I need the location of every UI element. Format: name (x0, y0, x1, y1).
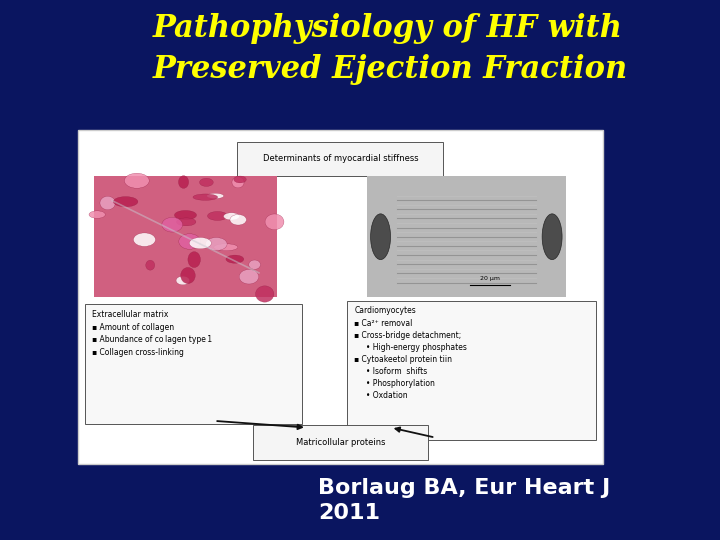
Ellipse shape (176, 218, 196, 226)
Ellipse shape (176, 276, 190, 285)
Ellipse shape (207, 193, 224, 199)
Ellipse shape (230, 214, 246, 225)
Ellipse shape (199, 178, 213, 186)
FancyBboxPatch shape (253, 425, 428, 461)
Text: Cardiomyocytes
▪ Ca²⁺ removal
▪ Cross-bridge detachmen​t;
     • High-energy pho: Cardiomyocytes ▪ Ca²⁺ removal ▪ Cross-br… (354, 306, 467, 401)
Ellipse shape (193, 194, 217, 200)
Ellipse shape (188, 252, 200, 268)
Ellipse shape (232, 177, 244, 188)
FancyBboxPatch shape (85, 305, 302, 423)
Ellipse shape (89, 211, 105, 218)
Ellipse shape (113, 197, 138, 207)
Ellipse shape (205, 238, 227, 251)
Ellipse shape (189, 238, 212, 249)
FancyBboxPatch shape (237, 142, 444, 176)
Ellipse shape (256, 286, 274, 302)
Ellipse shape (100, 196, 115, 210)
Ellipse shape (133, 233, 156, 246)
Text: Extracellular matrix
▪ Amount of collagen
▪ Abundance of co lagen type 1
▪ Colla: Extracellular matrix ▪ Amount of collage… (91, 310, 212, 357)
Ellipse shape (542, 214, 562, 260)
Ellipse shape (234, 176, 246, 183)
Ellipse shape (248, 260, 261, 269)
Text: Borlaug BA, Eur Heart J
2011: Borlaug BA, Eur Heart J 2011 (318, 478, 611, 523)
Ellipse shape (265, 214, 284, 230)
Ellipse shape (371, 214, 390, 260)
Ellipse shape (207, 212, 228, 220)
Ellipse shape (125, 173, 149, 188)
Ellipse shape (179, 234, 200, 249)
Ellipse shape (223, 213, 240, 220)
Text: Pathophysiology of HF with
Preserved Ejection Fraction: Pathophysiology of HF with Preserved Eje… (153, 14, 628, 85)
FancyBboxPatch shape (366, 177, 566, 297)
Ellipse shape (162, 217, 183, 232)
FancyBboxPatch shape (94, 177, 277, 297)
Ellipse shape (174, 211, 197, 220)
Text: Matricollular proteins: Matricollular proteins (296, 438, 385, 447)
Ellipse shape (179, 176, 189, 188)
FancyBboxPatch shape (348, 301, 595, 440)
Ellipse shape (145, 260, 155, 270)
Ellipse shape (181, 267, 195, 284)
Ellipse shape (226, 255, 244, 263)
FancyBboxPatch shape (78, 130, 603, 464)
Text: Determinants of myocardial stiffness: Determinants of myocardial stiffness (263, 154, 418, 164)
Ellipse shape (214, 244, 238, 251)
Text: 20 μm: 20 μm (480, 276, 500, 281)
Ellipse shape (239, 269, 258, 284)
